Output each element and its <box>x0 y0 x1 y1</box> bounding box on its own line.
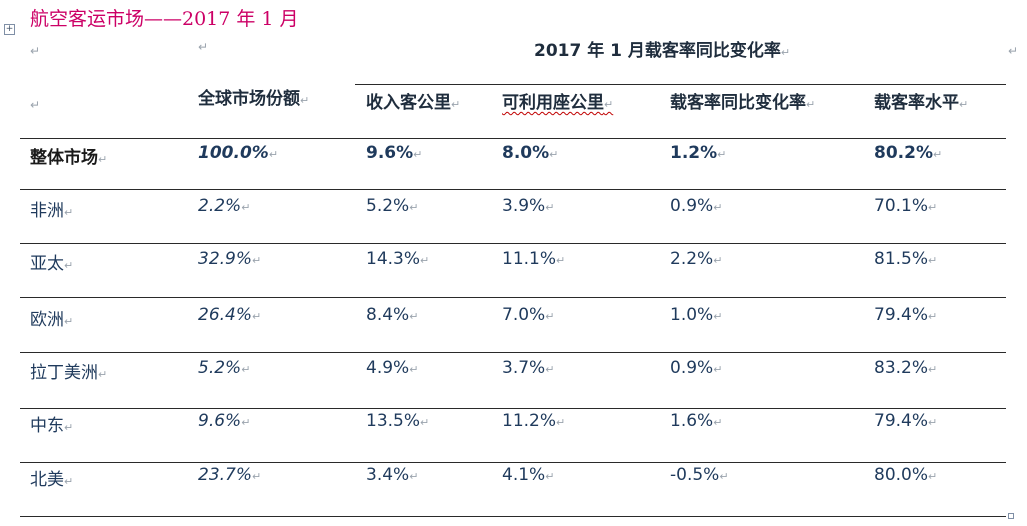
row-rule <box>20 352 1006 353</box>
cell-ask: 4.1% <box>502 465 554 485</box>
cell-plf-change: 2.2% <box>670 249 722 269</box>
cell-plf-level: 81.5% <box>874 249 937 269</box>
row-rule <box>20 243 1006 244</box>
header-rpk: 收入客公里 <box>366 88 460 113</box>
paragraph-mark-icon: ↵ <box>1008 44 1019 58</box>
header-plf-level: 载客率水平 <box>874 88 968 113</box>
cell-plf-change: 1.2% <box>670 143 726 163</box>
header-market-share: 全球市场份额 <box>198 84 309 109</box>
cell-plf-level: 80.2% <box>874 143 942 163</box>
cell-region: 北美 <box>30 465 73 490</box>
cell-market-share: 2.2% <box>198 196 250 216</box>
cell-plf-change: 1.0% <box>670 305 722 325</box>
cell-plf-change: 0.9% <box>670 196 722 216</box>
paragraph-mark-icon: ↵ <box>30 44 41 58</box>
cell-region: 欧洲 <box>30 305 73 330</box>
table-super-header: 2017 年 1 月载客率同比变化率 <box>534 36 790 61</box>
header-plf-change: 载客率同比变化率 <box>670 88 815 113</box>
row-rule <box>20 462 1006 463</box>
cell-region: 拉丁美洲 <box>30 358 107 383</box>
cell-ask: 7.0% <box>502 305 554 325</box>
table-move-handle-icon[interactable]: + <box>4 24 15 35</box>
cell-region: 亚太 <box>30 249 73 274</box>
cell-plf-level: 79.4% <box>874 305 937 325</box>
cell-plf-level: 79.4% <box>874 411 937 431</box>
table-resize-handle-icon[interactable] <box>1008 513 1014 519</box>
cell-plf-level: 80.0% <box>874 465 937 485</box>
bottom-rule <box>20 516 1006 517</box>
cell-rpk: 14.3% <box>366 249 429 269</box>
cell-market-share: 23.7% <box>198 465 261 485</box>
cell-region: 整体市场 <box>30 143 107 168</box>
cell-ask: 3.9% <box>502 196 554 216</box>
row-rule <box>20 408 1006 409</box>
cell-market-share: 5.2% <box>198 358 250 378</box>
cell-rpk: 8.4% <box>366 305 418 325</box>
row-rule <box>20 297 1006 298</box>
cell-market-share: 32.9% <box>198 249 261 269</box>
cell-rpk: 4.9% <box>366 358 418 378</box>
row-rule <box>20 189 1006 190</box>
cell-rpk: 5.2% <box>366 196 418 216</box>
header-ask: 可利用座公里 <box>502 88 613 113</box>
cell-plf-level: 70.1% <box>874 196 937 216</box>
cell-ask: 11.2% <box>502 411 565 431</box>
cell-plf-change: 1.6% <box>670 411 722 431</box>
cell-market-share: 9.6% <box>198 411 250 431</box>
paragraph-mark-icon: ↵ <box>198 40 209 54</box>
super-header-rule <box>355 84 1006 85</box>
cell-rpk: 3.4% <box>366 465 418 485</box>
cell-plf-change: -0.5% <box>670 465 729 485</box>
cell-region: 非洲 <box>30 196 73 221</box>
cell-ask: 11.1% <box>502 249 565 269</box>
cell-market-share: 26.4% <box>198 305 261 325</box>
cell-rpk: 9.6% <box>366 143 422 163</box>
header-rule <box>20 138 1006 139</box>
cell-ask: 3.7% <box>502 358 554 378</box>
cell-rpk: 13.5% <box>366 411 429 431</box>
paragraph-mark-icon: ↵ <box>30 98 41 112</box>
cell-plf-change: 0.9% <box>670 358 722 378</box>
cell-plf-level: 83.2% <box>874 358 937 378</box>
cell-region: 中东 <box>30 411 73 436</box>
document-title: 航空客运市场——2017 年 1 月 <box>30 8 299 30</box>
cell-ask: 8.0% <box>502 143 558 163</box>
cell-market-share: 100.0% <box>198 143 278 163</box>
